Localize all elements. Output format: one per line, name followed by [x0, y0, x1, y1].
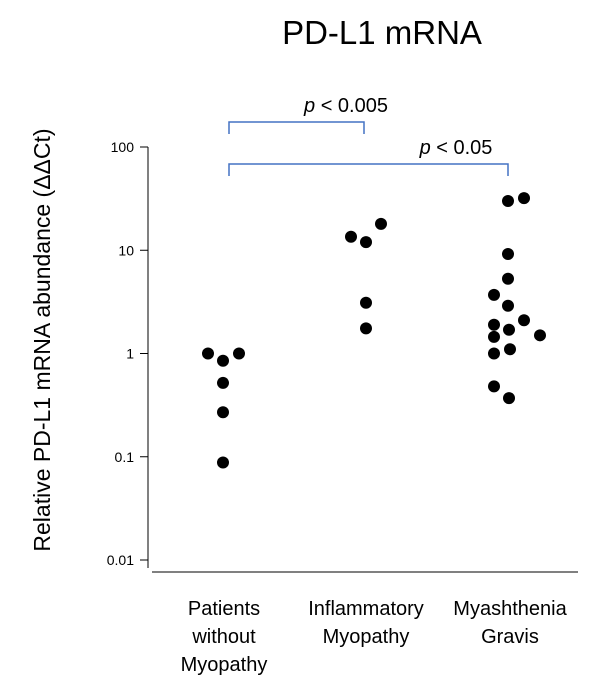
- data-point: [233, 347, 245, 360]
- x-category-label: Inflammatory: [308, 598, 424, 620]
- data-point: [375, 217, 387, 230]
- p-threshold: < 0.005: [315, 95, 388, 117]
- data-point: [488, 288, 500, 301]
- data-point: [488, 347, 500, 360]
- p-threshold: < 0.05: [431, 137, 493, 159]
- data-point: [217, 376, 229, 389]
- y-tick-label: 0.1: [115, 449, 135, 465]
- data-point: [360, 236, 372, 249]
- y-tick-label: 0.01: [107, 552, 134, 568]
- p-value-label: p < 0.005: [303, 95, 388, 117]
- data-point: [488, 380, 500, 393]
- data-point: [502, 272, 514, 285]
- x-axis-categories: Patients without Myopathy Inflammatory Myopa…: [181, 598, 568, 676]
- x-category-label: Myopathy: [181, 654, 268, 676]
- y-axis-ticks: 100 10 1 0.1 0.01: [107, 139, 148, 568]
- y-axis-label: Relative PD-L1 mRNA abundance (ΔΔCt): [29, 128, 55, 551]
- data-point: [360, 322, 372, 335]
- data-point: [503, 323, 515, 336]
- p-value-label: p < 0.05: [419, 137, 493, 159]
- data-point: [504, 343, 516, 356]
- x-category-label: Gravis: [481, 626, 539, 648]
- data-point: [503, 392, 515, 405]
- x-category-label: without: [191, 626, 256, 648]
- significance-bracket: [228, 121, 365, 134]
- data-point: [217, 354, 229, 367]
- y-tick-label: 100: [111, 139, 135, 155]
- p-symbol: p: [419, 137, 431, 159]
- p-symbol: p: [303, 95, 315, 117]
- data-point: [534, 329, 546, 342]
- data-point: [488, 318, 500, 331]
- data-point: [518, 192, 530, 205]
- data-point: [345, 230, 357, 243]
- significance-bracket: [228, 163, 509, 176]
- data-point: [502, 194, 514, 207]
- x-category-label: Myashthenia: [453, 598, 567, 620]
- y-tick-label: 10: [118, 242, 134, 258]
- data-point: [360, 296, 372, 309]
- data-point: [217, 406, 229, 419]
- x-category-label: Patients: [188, 598, 260, 620]
- data-point: [202, 347, 214, 360]
- data-points: [202, 192, 546, 469]
- data-point: [502, 299, 514, 312]
- chart-title: PD-L1 mRNA: [282, 14, 482, 51]
- data-point: [502, 247, 514, 260]
- data-point: [518, 314, 530, 327]
- data-point: [488, 330, 500, 343]
- data-point: [217, 456, 229, 469]
- x-category-label: Myopathy: [323, 626, 410, 648]
- y-tick-label: 1: [126, 346, 134, 362]
